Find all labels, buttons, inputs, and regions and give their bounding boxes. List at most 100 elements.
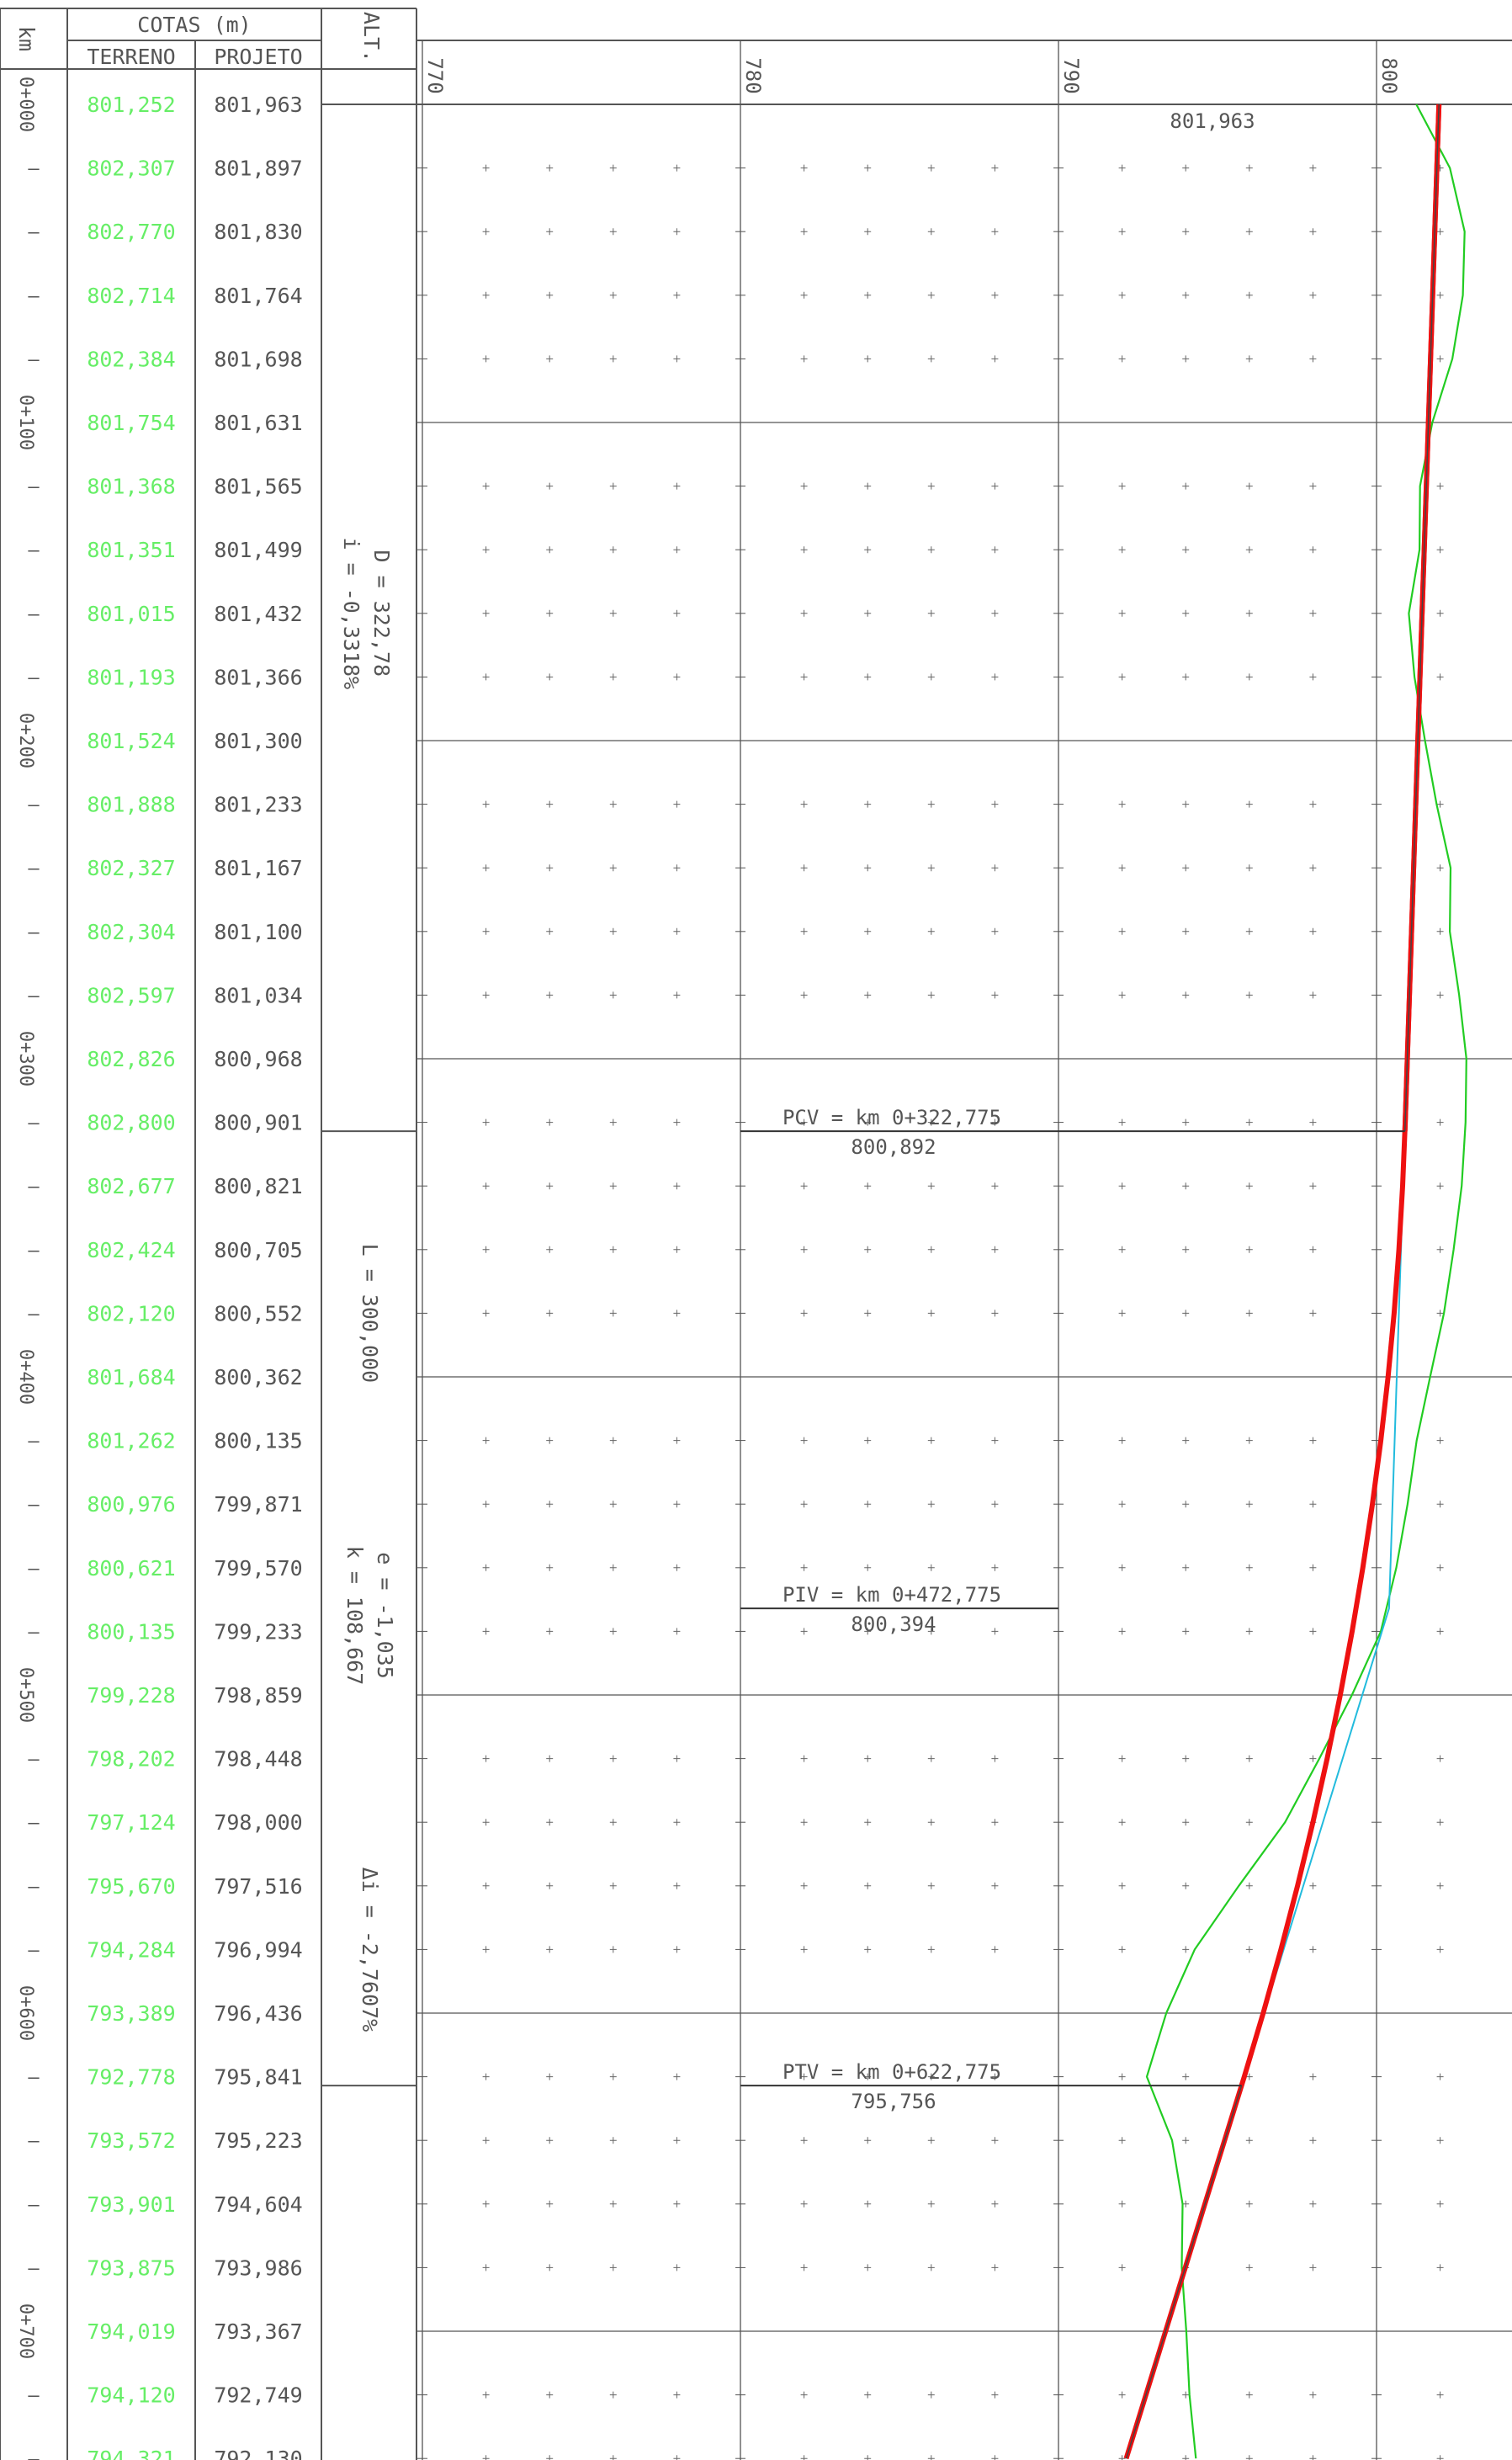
grid-cross [991,1755,999,1762]
grid-cross [1182,546,1190,554]
terrain-elevation: 802,424 [87,1238,175,1262]
grid-cross [864,228,872,236]
curve-point-annotation: PIV = km 0+472,775 800,394 [740,1583,1058,1636]
grid-cross [673,673,681,681]
grid-cross [927,2073,935,2080]
grid-cross [927,927,935,935]
grid-cross [609,1501,617,1508]
table-row: — 792,778 795,841 [28,2065,302,2090]
annotation-label: PTV = km 0+622,775 [783,2060,1001,2084]
terrain-elevation: 793,389 [87,2001,175,2026]
project-elevation: 792,130 [214,2447,302,2460]
grid-cross [1309,2137,1317,2144]
project-elevation: 800,135 [214,1429,302,1453]
grid-cross [1309,2391,1317,2399]
station-label: — [28,477,40,498]
terrain-elevation: 802,826 [87,1047,175,1071]
grid-cross [991,927,999,935]
grid-cross [1309,991,1317,999]
grid-cross [546,609,554,617]
grid-cross [800,291,808,299]
terrain-line [1145,104,1467,2459]
grid-cross [673,1310,681,1317]
project-elevation: 801,366 [214,665,302,689]
grid-cross [546,864,554,872]
grid-cross [609,1755,617,1762]
tangent-out-outline [1125,2085,1243,2459]
grid-cross [1309,482,1317,490]
grid-cross [991,991,999,999]
grid-cross [1436,2137,1444,2144]
grid-cross [609,228,617,236]
alt-segment-text: L = 300,000 [358,1244,382,1384]
grid-cross [1436,864,1444,872]
grid-cross [864,1118,872,1126]
grid-cross [927,228,935,236]
grid-cross [1118,1819,1126,1826]
grid-cross [1436,228,1444,236]
grid-cross [482,2137,490,2144]
grid-cross [991,355,999,363]
grid-cross [1245,1310,1253,1317]
grid-cross [927,2264,935,2271]
grid-cross [1118,927,1126,935]
grid-cross [864,609,872,617]
project-elevation: 801,764 [214,284,302,308]
grid-cross [482,2264,490,2271]
station-label: 0+700 [15,2303,36,2359]
grid-cross [864,482,872,490]
grid-cross [1436,1564,1444,1571]
grid-cross [864,1946,872,1953]
table-row: — 801,888 801,233 [28,793,302,817]
table-row: — 802,384 801,698 [28,347,302,371]
grid-cross [609,2137,617,2144]
grid-cross [609,927,617,935]
table-row: — 801,015 801,432 [28,602,302,626]
grid-cross [991,1819,999,1826]
grid-cross [800,1246,808,1253]
station-label: 0+200 [15,713,36,768]
table-row: — 798,202 798,448 [28,1747,302,1772]
grid-cross [1436,482,1444,490]
grid-cross [927,355,935,363]
grid-cross [482,355,490,363]
grid-cross [1245,228,1253,236]
grid-cross [546,2200,554,2208]
grid-cross [864,673,872,681]
grid-cross [1309,1628,1317,1635]
table-row: — 802,597 801,034 [28,983,302,1007]
grid-cross [927,482,935,490]
grid-cross [991,228,999,236]
grid-cross [1182,609,1190,617]
table-row: — 801,193 801,366 [28,665,302,689]
grid-cross [864,546,872,554]
grid-cross [800,800,808,808]
table-row: — 797,124 798,000 [28,1810,302,1835]
station-label: — [28,1241,40,1262]
terrain-elevation: 794,284 [87,1937,175,1962]
project-elevation: 799,871 [214,1492,302,1517]
grid-cross [482,1437,490,1444]
table-row: — 801,368 801,565 [28,475,302,499]
grid-cross [1309,864,1317,872]
grid-cross [1309,291,1317,299]
grid-cross [609,2391,617,2399]
grid-cross [1245,1118,1253,1126]
grid-cross [673,1946,681,1953]
station-label: — [28,540,40,561]
table-row: — 802,677 800,821 [28,1174,302,1198]
station-label: — [28,1432,40,1453]
station-label: — [28,986,40,1007]
grid-cross [1118,228,1126,236]
grid-cross [927,2137,935,2144]
grid-cross [546,991,554,999]
grid-cross [546,1182,554,1190]
grid-cross [864,1437,872,1444]
station-label: — [28,1495,40,1516]
station-label: — [28,604,40,625]
grid-cross [927,2391,935,2399]
grid-cross [673,2200,681,2208]
grid-cross [1182,355,1190,363]
grid-cross [1245,2264,1253,2271]
grid-cross [800,1946,808,1953]
